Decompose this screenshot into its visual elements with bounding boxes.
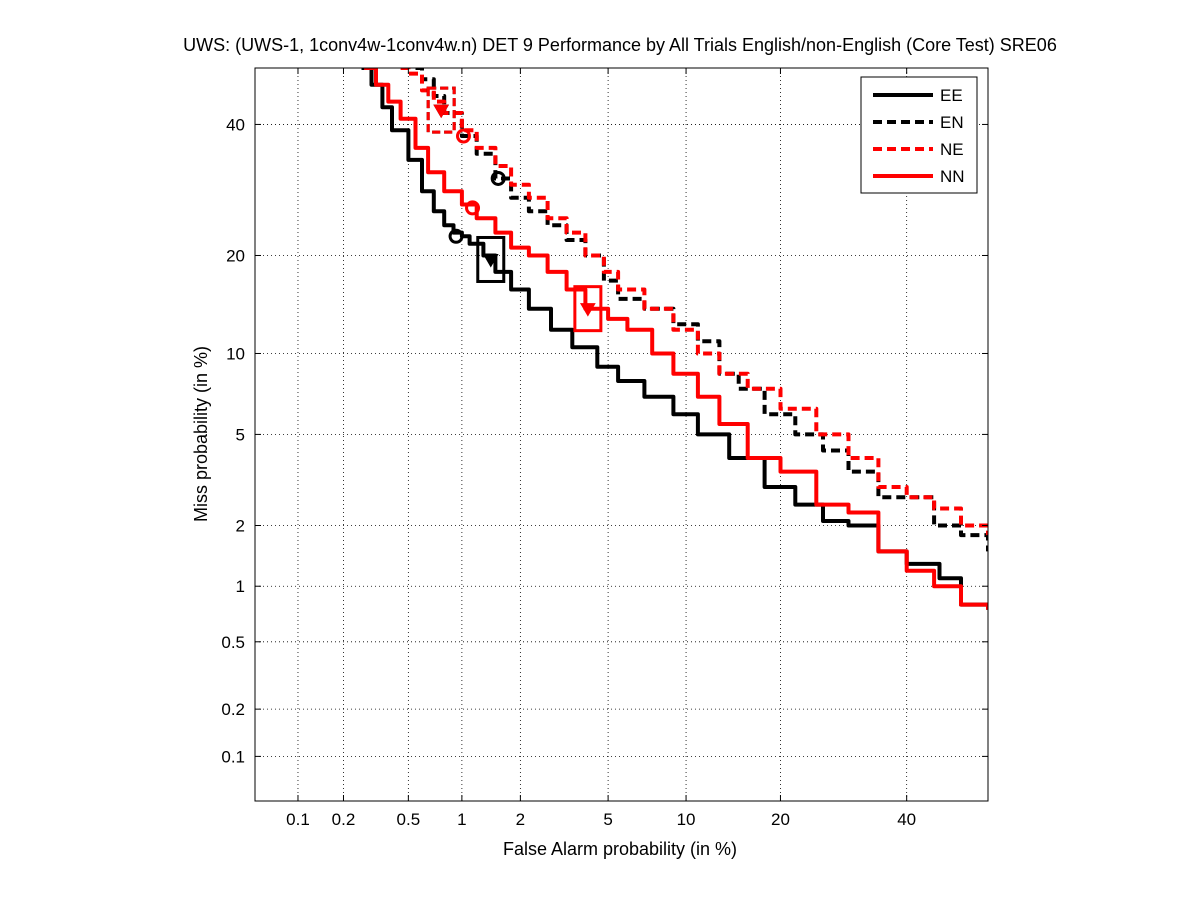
x-axis-label: False Alarm probability (in %) xyxy=(503,839,737,859)
y-tick-label: 5 xyxy=(236,425,245,444)
confidence-box-ee xyxy=(476,235,506,283)
marker-layer xyxy=(426,86,603,333)
series-layer xyxy=(361,68,988,610)
legend-label-nn: NN xyxy=(940,167,965,186)
series-line-nn xyxy=(364,68,988,610)
y-tick-label: 20 xyxy=(226,246,245,265)
x-tick-label: 0.5 xyxy=(397,810,421,829)
min-dcf-marker-ne xyxy=(455,128,471,144)
legend-label-ee: EE xyxy=(940,86,963,105)
series-line-ne xyxy=(400,68,988,536)
min-dcf-marker-nn xyxy=(465,200,481,216)
legend: EE EN NE NN xyxy=(860,76,978,194)
actual-dcf-marker-ee xyxy=(482,253,499,268)
x-tick-label: 40 xyxy=(897,810,916,829)
series-line-en xyxy=(415,68,988,552)
series-line-ee xyxy=(361,68,988,610)
y-tick-label: 0.2 xyxy=(221,700,245,719)
x-tick-label: 10 xyxy=(677,810,696,829)
x-tick-label: 1 xyxy=(457,810,466,829)
actual-dcf-marker-ne xyxy=(433,104,450,119)
x-tick-label: 0.2 xyxy=(332,810,356,829)
legend-label-ne: NE xyxy=(940,140,964,159)
chart-title: UWS: (UWS-1, 1conv4w-1conv4w.n) DET 9 Pe… xyxy=(183,35,1057,55)
x-tick-label: 2 xyxy=(516,810,525,829)
y-tick-label: 40 xyxy=(226,115,245,134)
min-dcf-marker-ee xyxy=(448,228,464,244)
confidence-box-ne xyxy=(426,86,456,134)
axes: 0.1 0.2 0.5 1 2 5 10 20 40 0.1 0.2 0.5 1 2 5 10 20 40 xyxy=(221,67,989,829)
y-axis-label: Miss probability (in %) xyxy=(191,346,211,522)
x-tick-label: 0.1 xyxy=(286,810,310,829)
legend-label-en: EN xyxy=(940,113,964,132)
confidence-box-nn xyxy=(573,285,603,333)
x-tick-label: 5 xyxy=(603,810,612,829)
y-tick-label: 0.5 xyxy=(221,633,245,652)
y-tick-label: 0.1 xyxy=(221,747,245,766)
y-tick-label: 1 xyxy=(236,577,245,596)
x-tick-label: 20 xyxy=(771,810,790,829)
actual-dcf-marker-nn xyxy=(579,303,596,317)
min-dcf-marker-en xyxy=(490,170,506,186)
y-tick-label: 10 xyxy=(226,344,245,363)
y-tick-label: 2 xyxy=(236,516,245,535)
plot-frame xyxy=(254,67,989,802)
